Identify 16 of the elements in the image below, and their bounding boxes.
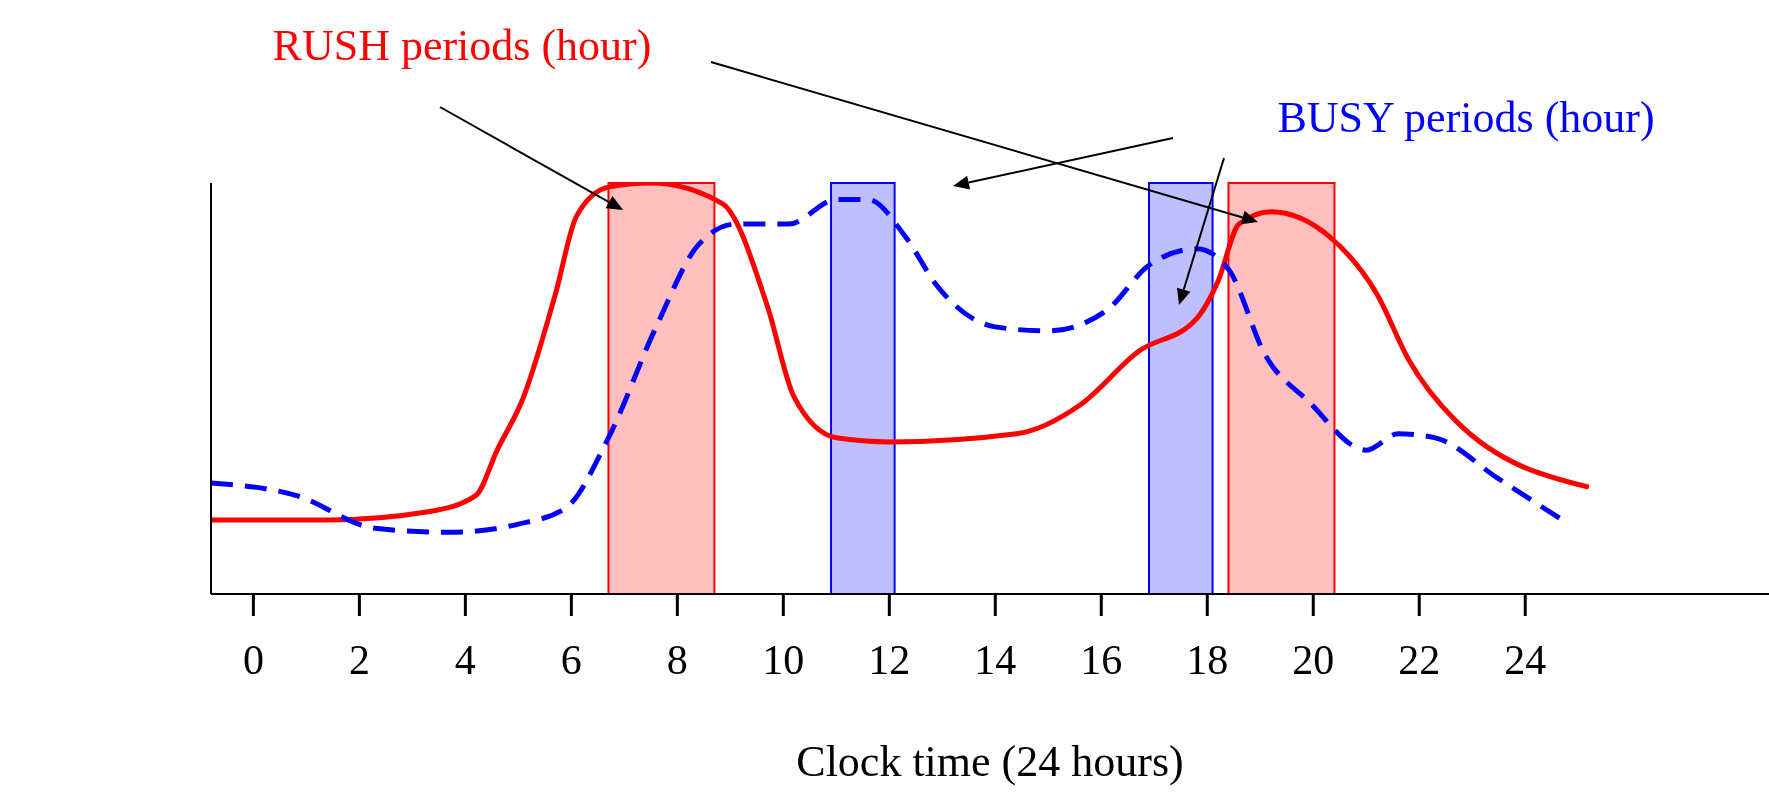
x-tick-label: 24 — [1504, 636, 1547, 683]
x-tick-label: 20 — [1292, 636, 1335, 683]
text: RUSH periods (hour) — [272, 20, 652, 71]
x-tick-label: 8 — [666, 636, 688, 683]
x-tick-label: 4 — [454, 636, 476, 683]
x-tick-label: 14 — [974, 636, 1017, 683]
x-tick-label: 6 — [560, 636, 582, 683]
x-tick-label: 10 — [762, 636, 805, 683]
x-tick-label: 0 — [242, 636, 264, 683]
x-tick-label: 12 — [868, 636, 911, 683]
x-tick-label: 22 — [1398, 636, 1441, 683]
x-tick-label: 16 — [1080, 636, 1123, 683]
x-axis-title: Clock time (24 hours) — [796, 737, 1184, 786]
text: BUSY periods (hour) — [1277, 92, 1655, 143]
x-tick-label: 18 — [1186, 636, 1229, 683]
x-tick-label: 2 — [348, 636, 370, 683]
